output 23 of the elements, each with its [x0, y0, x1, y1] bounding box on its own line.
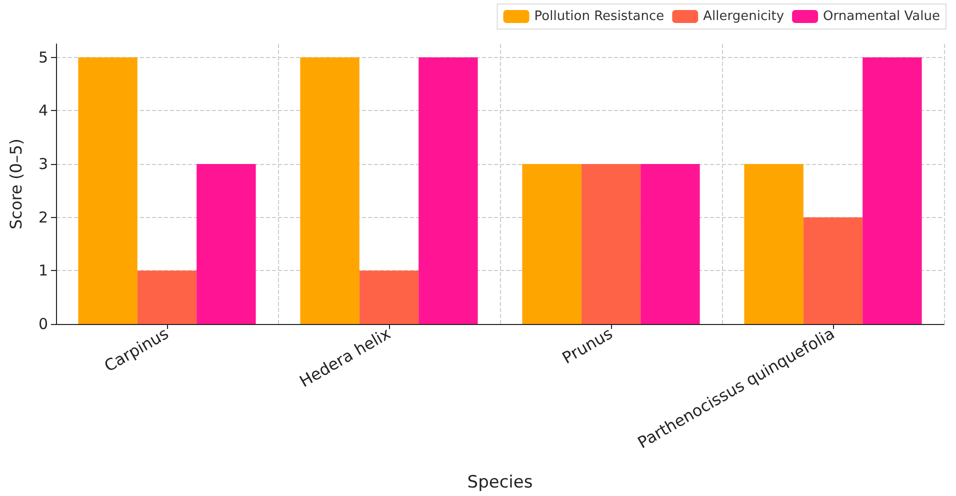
legend-label: Pollution Resistance: [534, 9, 664, 24]
bar: [744, 164, 804, 324]
bar: [522, 164, 582, 324]
y-tick-label: 2: [38, 208, 48, 226]
bar: [581, 164, 641, 324]
bar: [196, 164, 256, 324]
legend-label: Ornamental Value: [823, 9, 940, 24]
bar: [78, 57, 138, 324]
y-tick-label: 4: [38, 102, 48, 120]
bar: [137, 270, 197, 324]
y-tick-label: 5: [38, 48, 48, 66]
bar: [300, 57, 360, 324]
y-tick-label: 1: [38, 262, 48, 280]
y-tick-label: 0: [38, 315, 48, 333]
x-axis-title: Species: [467, 472, 533, 492]
legend-label: Allergenicity: [703, 9, 784, 24]
y-axis-title: Score (0–5): [6, 138, 26, 230]
bar: [862, 57, 922, 324]
y-tick-label: 3: [38, 155, 48, 173]
bar: [359, 270, 419, 324]
bar: [418, 57, 478, 324]
bar: [640, 164, 700, 324]
bar: [803, 217, 863, 324]
